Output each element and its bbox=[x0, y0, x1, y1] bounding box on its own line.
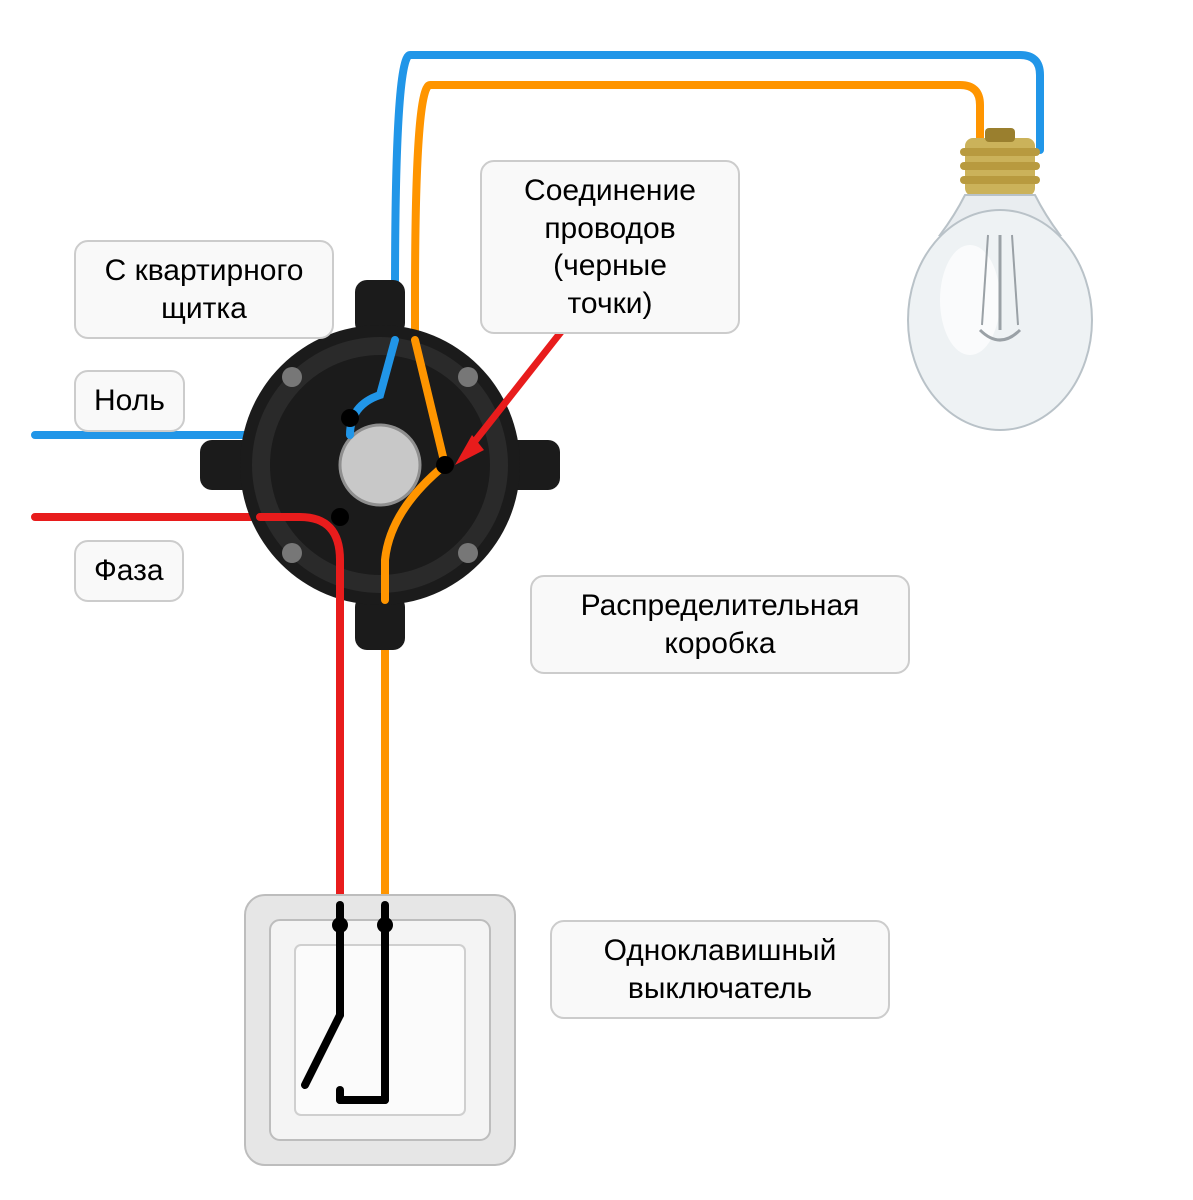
label-phase: Фаза bbox=[74, 540, 184, 602]
label-text: Одноклавишный bbox=[604, 934, 837, 967]
wall-switch-icon bbox=[245, 895, 515, 1165]
label-text: проводов bbox=[544, 212, 675, 245]
label-text: Фаза bbox=[94, 554, 164, 587]
wiring-diagram: С квартирного щитка Ноль Фаза Соединение… bbox=[0, 0, 1193, 1200]
label-distribution-box: Распределительная коробка bbox=[530, 575, 910, 674]
junction-node bbox=[341, 409, 359, 427]
label-text: С квартирного bbox=[105, 254, 304, 287]
label-wire-connections: Соединение проводов (черные точки) bbox=[480, 160, 740, 334]
label-text: Распределительная bbox=[581, 589, 860, 622]
label-text: (черные bbox=[553, 249, 667, 282]
lightbulb-icon bbox=[908, 128, 1092, 430]
label-text: Ноль bbox=[94, 384, 165, 417]
label-text: щитка bbox=[161, 292, 247, 325]
label-from-panel: С квартирного щитка bbox=[74, 240, 334, 339]
label-text: Соединение bbox=[524, 174, 696, 207]
junction-node bbox=[436, 456, 454, 474]
label-switch: Одноклавишный выключатель bbox=[550, 920, 890, 1019]
label-text: выключатель bbox=[628, 972, 812, 1005]
label-neutral: Ноль bbox=[74, 370, 185, 432]
label-text: коробка bbox=[664, 627, 775, 660]
label-text: точки) bbox=[568, 287, 653, 320]
junction-node bbox=[331, 508, 349, 526]
